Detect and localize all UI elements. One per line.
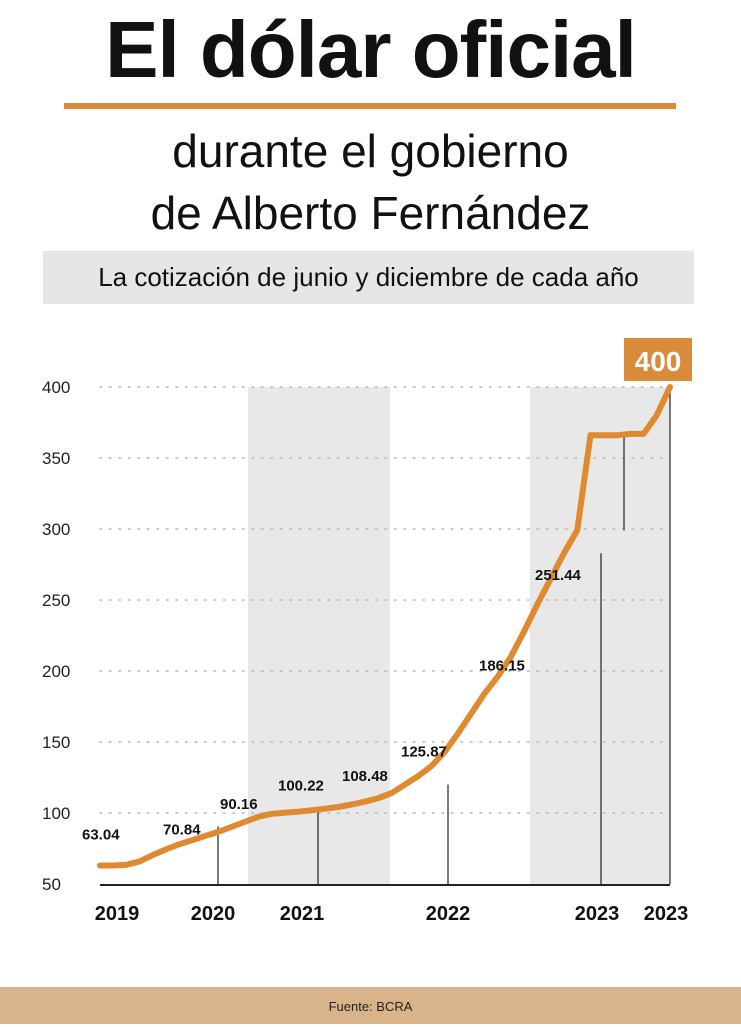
subtitle-line-2: de Alberto Fernández xyxy=(150,187,591,239)
x-year-label: 2023 xyxy=(644,903,689,925)
x-year-label: 2023 xyxy=(575,903,620,925)
shade-band-2 xyxy=(530,387,670,884)
source-footer: Fuente: BCRA xyxy=(0,987,741,1024)
value-label: 63.04 xyxy=(82,826,120,843)
series-line-group xyxy=(97,384,673,869)
y-tick-label: 300 xyxy=(42,520,70,539)
value-label: 100.22 xyxy=(278,778,324,795)
y-tick-label: 200 xyxy=(42,662,70,681)
page-title: El dólar oficial xyxy=(105,5,637,94)
period-shading xyxy=(248,387,670,884)
value-label: 186.15 xyxy=(479,658,525,675)
y-tick-label: 350 xyxy=(42,449,70,468)
final-value-label: 400 xyxy=(635,346,682,377)
y-tick-label: 50 xyxy=(42,875,61,894)
y-axis: 400 350 300 250 200 150 100 50 xyxy=(42,378,70,894)
value-label: 90.16 xyxy=(220,796,258,813)
value-label: 125.87 xyxy=(401,743,447,760)
grid-lines xyxy=(99,386,669,814)
x-year-label: 2020 xyxy=(191,903,236,925)
title-divider xyxy=(64,103,676,109)
subtitle-line-1: durante el gobierno xyxy=(172,125,569,177)
y-tick-label: 250 xyxy=(42,591,70,610)
value-label: 251.44 xyxy=(535,567,582,584)
marker-lines xyxy=(217,387,671,884)
final-value-badge xyxy=(624,338,692,381)
line-chart: 400 350 300 250 200 150 100 50 63.04 70.84 90.16 1… xyxy=(42,338,692,925)
y-tick-label: 400 xyxy=(42,378,70,397)
series-line xyxy=(97,384,673,869)
value-label: 70.84 xyxy=(163,821,201,838)
x-year-label: 2019 xyxy=(95,903,140,925)
x-axis: 2019 2020 2021 2022 2023 2023 xyxy=(95,884,689,925)
x-year-label: 2022 xyxy=(426,903,471,925)
value-label: 108.48 xyxy=(342,768,388,785)
x-year-label: 2021 xyxy=(280,903,325,925)
value-labels: 63.04 70.84 90.16 100.22 108.48 125.87 186.15 2… xyxy=(82,338,692,843)
y-tick-label: 150 xyxy=(42,733,70,752)
y-tick-label: 100 xyxy=(42,804,70,823)
description-banner: La cotización de junio y diciembre de ca… xyxy=(43,251,694,304)
